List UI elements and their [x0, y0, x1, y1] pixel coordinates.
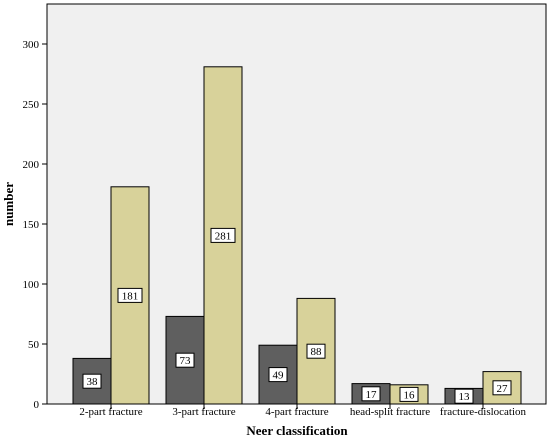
x-tick-label: 4-part fracture [265, 406, 328, 418]
data-label-box [175, 352, 195, 368]
bars: 38 73 49 17 13 181 281 88 16 27 [72, 66, 522, 405]
y-tick-label: 200 [23, 159, 40, 171]
y-axis: 0 50 100 150 200 250 300 [23, 39, 47, 411]
x-tick-label: 3-part fracture [172, 406, 235, 418]
x-tick-label: head-split fracture [350, 406, 430, 418]
data-label: 281 [215, 230, 232, 242]
data-label: 17 [366, 389, 378, 401]
y-axis-title: number [1, 182, 16, 226]
data-label-box [117, 287, 143, 303]
data-label-box [399, 386, 419, 402]
y-tick-label: 250 [23, 99, 40, 111]
data-label: 13 [459, 391, 471, 403]
y-tick-label: 50 [28, 339, 40, 351]
data-label: 181 [122, 290, 139, 302]
data-label-box [268, 367, 288, 383]
data-label-box [82, 373, 102, 389]
data-label: 16 [404, 389, 416, 401]
data-label: 49 [273, 370, 285, 382]
y-tick-label: 300 [23, 39, 40, 51]
data-label-box [361, 386, 381, 402]
data-label-box [454, 388, 474, 404]
y-tick-label: 150 [23, 219, 40, 231]
data-label: 38 [87, 376, 99, 388]
bar [482, 371, 522, 405]
data-label: 73 [180, 355, 192, 367]
data-label-box [210, 227, 236, 243]
data-label: 88 [311, 346, 323, 358]
data-label-box [492, 380, 512, 396]
x-axis: 2-part fracture 3-part fracture 4-part fra… [79, 404, 527, 418]
y-tick-label: 0 [34, 399, 40, 411]
x-tick-label: 2-part fracture [79, 406, 142, 418]
data-label-box [306, 343, 326, 359]
x-axis-title: Neer classification [246, 423, 348, 438]
data-label: 27 [497, 383, 509, 395]
y-tick-label: 100 [23, 279, 40, 291]
x-tick-label: fracture-dislocation [440, 406, 527, 418]
